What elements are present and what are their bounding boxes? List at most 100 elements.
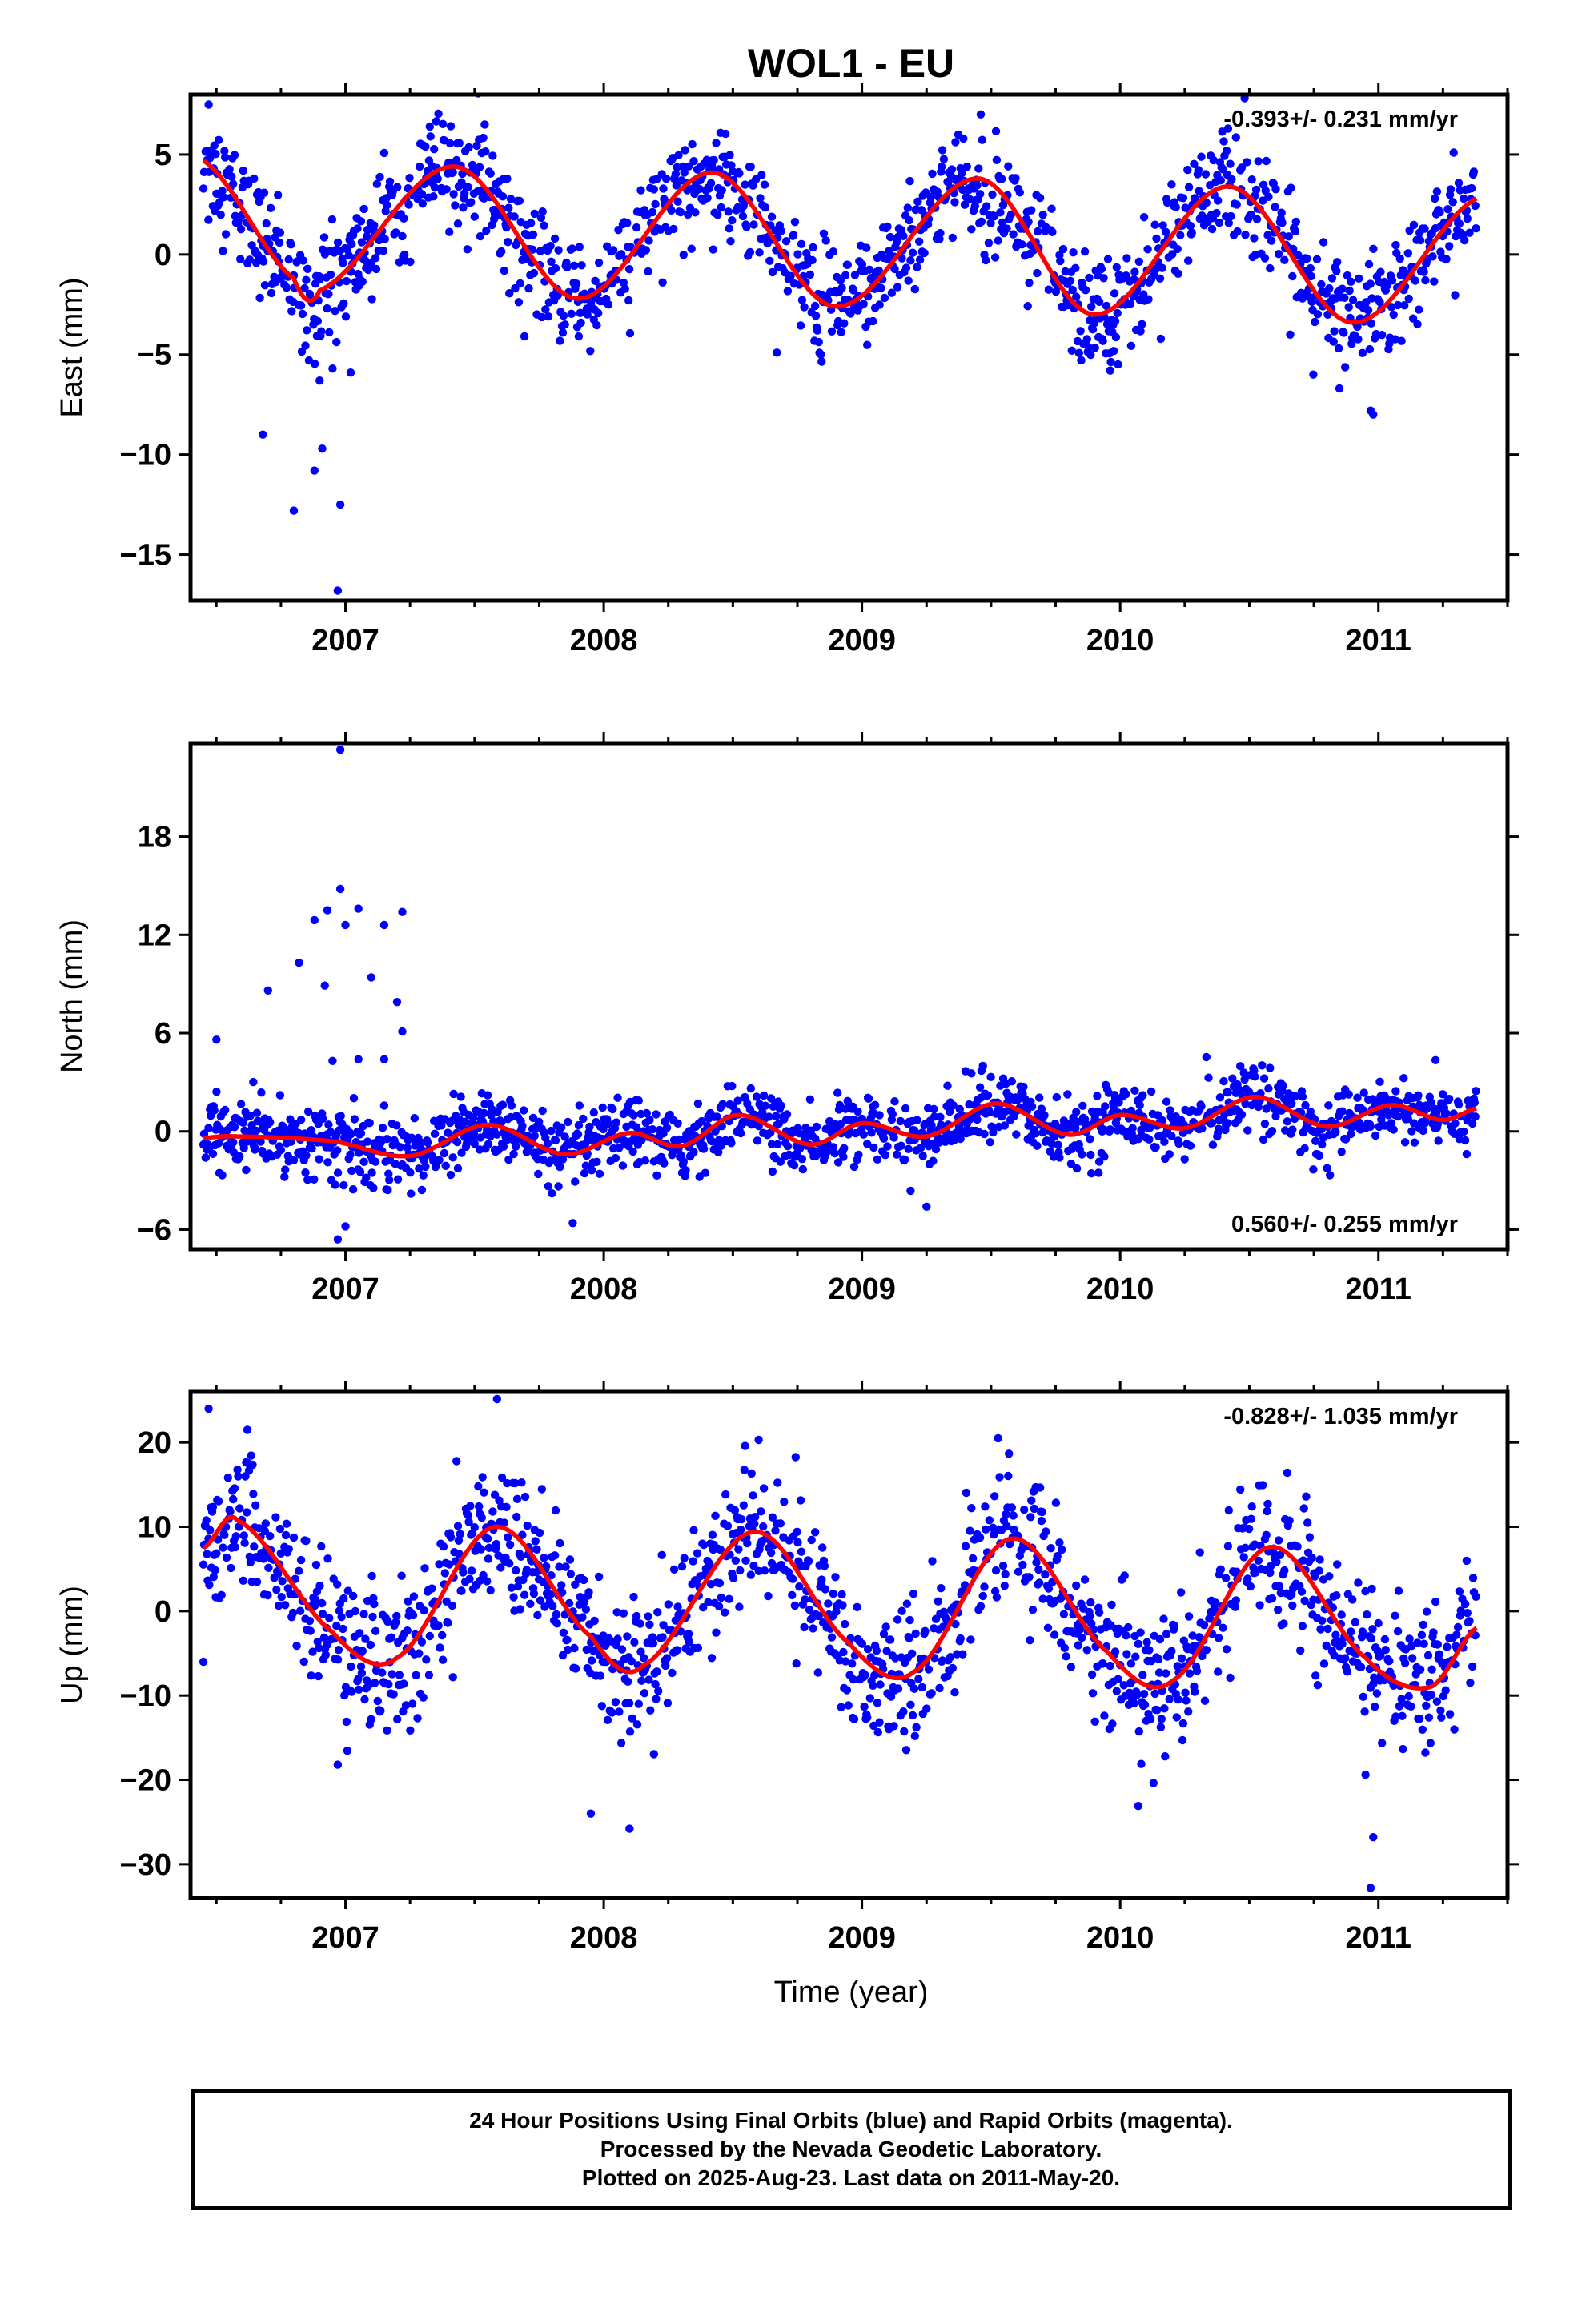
outlier-point [259, 430, 267, 439]
data-point [1315, 1555, 1324, 1564]
data-point [1247, 210, 1256, 219]
data-point [252, 1578, 262, 1586]
data-point [1214, 1124, 1223, 1133]
data-point [488, 151, 497, 160]
data-point [870, 1671, 879, 1680]
data-point [1262, 1530, 1271, 1540]
data-point [417, 1185, 427, 1195]
data-point [1316, 1625, 1325, 1634]
data-point [1145, 1646, 1154, 1655]
east-rate-label: -0.393+/- 0.231 mm/yr [1223, 107, 1458, 132]
outlier-point [354, 1055, 363, 1063]
data-point [910, 1731, 920, 1740]
data-point [349, 1094, 359, 1103]
data-point [580, 1168, 589, 1178]
data-point [333, 1168, 343, 1177]
data-point [287, 240, 295, 249]
data-point [1178, 1735, 1187, 1745]
data-point [848, 1102, 857, 1111]
data-point [1215, 1093, 1225, 1102]
data-point [1012, 1130, 1021, 1139]
data-point [786, 271, 795, 280]
data-point [397, 1571, 406, 1580]
data-point [796, 1144, 805, 1153]
data-point [533, 1610, 542, 1620]
data-point [625, 1727, 635, 1736]
data-point [914, 1675, 923, 1683]
data-point [470, 212, 479, 221]
data-point [967, 1069, 976, 1078]
data-point [950, 198, 959, 207]
data-point [221, 230, 231, 239]
data-point [1033, 268, 1042, 278]
data-point [789, 1574, 797, 1583]
data-point [905, 1634, 913, 1642]
data-point [376, 1707, 385, 1715]
east-scatter-points [199, 94, 1480, 595]
data-point [1414, 1091, 1423, 1100]
data-point [789, 231, 798, 239]
data-point [1455, 219, 1464, 228]
data-point [466, 1502, 475, 1510]
data-point [1319, 238, 1328, 247]
data-point [760, 180, 769, 189]
data-point [1251, 1072, 1259, 1081]
data-point [430, 183, 440, 192]
data-point [355, 1629, 364, 1638]
data-point [486, 1586, 495, 1595]
data-point [1018, 1560, 1027, 1570]
data-point [1078, 1150, 1086, 1159]
data-point [230, 1484, 239, 1493]
data-point [419, 1171, 428, 1180]
data-point [1267, 1594, 1277, 1603]
data-point [509, 1593, 518, 1602]
data-point [385, 177, 395, 186]
outlier-point [367, 973, 375, 982]
up-fit-curve [202, 1514, 1478, 1691]
data-point [572, 279, 581, 288]
data-point [1317, 279, 1326, 289]
data-point [497, 1473, 507, 1482]
data-point [870, 1100, 880, 1110]
data-point [1035, 1483, 1045, 1492]
data-point [530, 1132, 539, 1140]
data-point [1188, 1631, 1197, 1640]
data-point [505, 289, 514, 298]
data-point [934, 1597, 942, 1606]
data-point [1436, 1706, 1445, 1715]
data-point [849, 1162, 859, 1172]
data-point [1233, 227, 1242, 236]
data-point [632, 223, 641, 232]
data-point [594, 258, 604, 267]
data-point [1409, 220, 1419, 230]
data-point [498, 192, 508, 201]
data-point [1112, 1687, 1122, 1695]
data-point [1333, 1560, 1342, 1569]
data-point [1472, 1087, 1480, 1096]
data-point [483, 1091, 492, 1100]
data-point [614, 226, 623, 235]
data-point [752, 1092, 761, 1101]
data-point [837, 1590, 846, 1599]
data-point [353, 224, 362, 233]
data-point [833, 1088, 842, 1097]
data-point [1001, 1570, 1010, 1579]
data-point [362, 1173, 371, 1182]
data-point [831, 1573, 840, 1582]
data-point [1415, 1665, 1425, 1674]
data-point [1296, 1646, 1305, 1655]
data-point [284, 255, 293, 264]
data-point [729, 1574, 738, 1582]
outlier-point [625, 1824, 634, 1833]
data-point [875, 300, 884, 309]
data-point [365, 1119, 374, 1128]
data-point [221, 1105, 230, 1115]
data-point [636, 186, 645, 195]
data-point [1071, 263, 1080, 272]
data-point [611, 1698, 620, 1707]
data-point [901, 263, 911, 272]
data-point [837, 328, 845, 336]
data-point [227, 1563, 235, 1573]
data-point [697, 1116, 706, 1126]
data-point [1007, 1503, 1017, 1512]
